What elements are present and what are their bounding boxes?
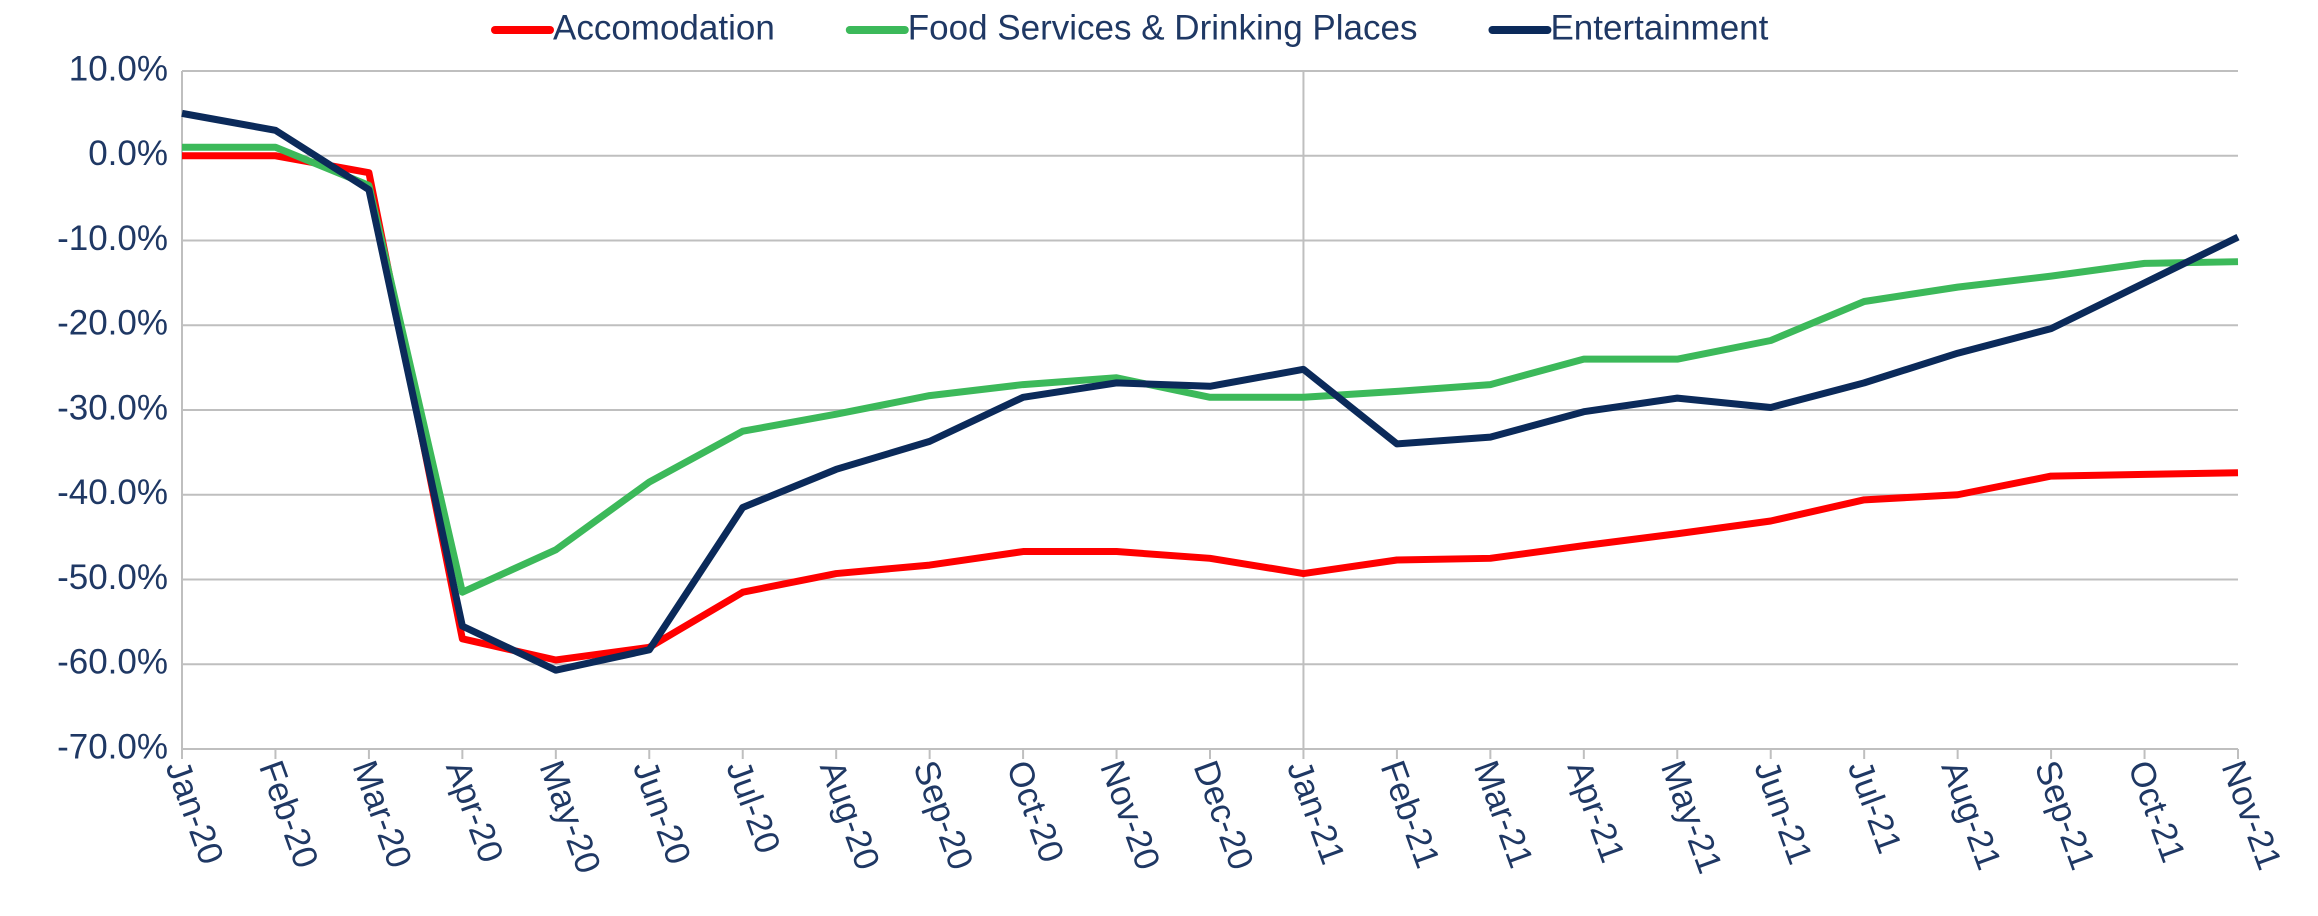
x-tick-label: Jun-21 [1747, 756, 1820, 870]
x-tick-label: Oct-20 [999, 756, 1072, 868]
x-tick-label: Feb-21 [1373, 756, 1448, 874]
x-tick-label: Oct-21 [2120, 756, 2193, 868]
y-tick-label: -20.0% [57, 304, 168, 343]
x-tick-label: Sep-21 [2027, 756, 2102, 875]
x-tick-label: Mar-20 [345, 756, 420, 874]
y-tick-label: 10.0% [69, 49, 168, 88]
x-tick-label: Nov-20 [1092, 756, 1167, 875]
legend-label: Entertainment [1550, 8, 1768, 47]
series-line [181, 109, 2240, 674]
x-tick-label: Jul-21 [1840, 756, 1909, 859]
y-tick-label: -10.0% [57, 219, 168, 258]
legend-label: Food Services & Drinking Places [908, 8, 1418, 47]
x-tick-label: Dec-20 [1186, 756, 1261, 875]
x-tick-label: Jan-20 [158, 756, 231, 870]
y-tick-label: -30.0% [57, 388, 168, 427]
y-tick-label: -50.0% [57, 558, 168, 597]
y-tick-label: 0.0% [88, 134, 168, 173]
y-tick-label: -40.0% [57, 473, 168, 512]
x-tick-label: May-20 [532, 756, 609, 879]
x-tick-label: May-21 [1653, 756, 1730, 879]
x-tick-label: Feb-20 [251, 756, 326, 874]
x-tick-label: Jun-20 [625, 756, 698, 870]
x-tick-label: Aug-21 [1933, 756, 2008, 875]
y-tick-label: -60.0% [57, 643, 168, 682]
x-tick-label: Mar-21 [1466, 756, 1541, 874]
y-tick-label: -70.0% [57, 727, 168, 766]
x-tick-label: Jul-20 [719, 756, 788, 859]
x-tick-label: Nov-21 [2214, 756, 2289, 875]
series-line [182, 152, 2239, 664]
x-tick-label: Jan-21 [1279, 756, 1352, 870]
x-tick-label: Apr-20 [438, 756, 511, 868]
x-tick-label: Sep-20 [905, 756, 980, 875]
series-line [182, 143, 2239, 596]
legend-label: Accomodation [553, 8, 775, 47]
x-tick-label: Aug-20 [812, 756, 887, 875]
x-tick-label: Apr-21 [1560, 756, 1633, 868]
